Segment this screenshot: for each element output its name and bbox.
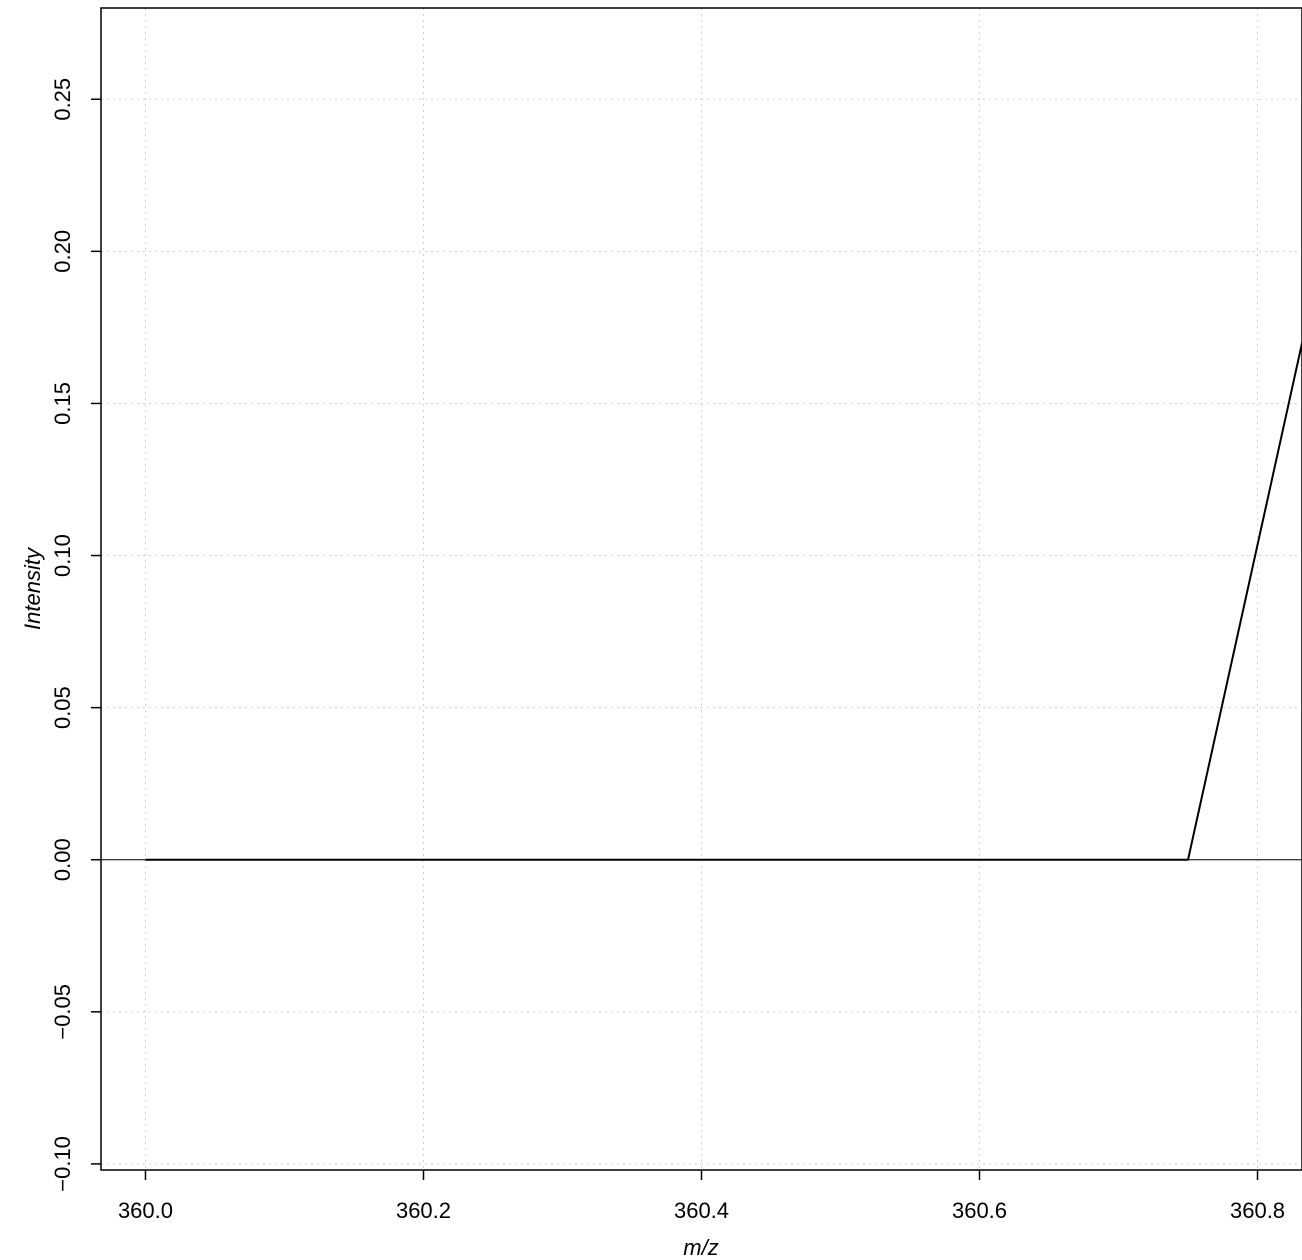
- y-tick-label: −0.10: [50, 1136, 75, 1192]
- x-tick-label: 360.0: [118, 1198, 173, 1223]
- x-axis: 360.0 360.2 360.4 360.6 360.8: [118, 1170, 1285, 1223]
- y-tick-label: 0.20: [50, 230, 75, 273]
- y-tick-label: 0.00: [50, 838, 75, 881]
- plot-area: [101, 338, 1302, 861]
- series-line: [145, 338, 1302, 861]
- x-tick-label: 360.2: [396, 1198, 451, 1223]
- x-tick-label: 360.6: [952, 1198, 1007, 1223]
- x-axis-title: m/z: [683, 1235, 718, 1260]
- x-tick-label: 360.4: [674, 1198, 729, 1223]
- y-axis-title: Intensity: [20, 546, 45, 630]
- y-tick-label: 0.05: [50, 686, 75, 729]
- y-axis: −0.10 −0.05 0.00 0.05 0.10 0.15 0.20 0.25: [50, 78, 101, 1192]
- y-tick-label: 0.10: [50, 534, 75, 577]
- x-tick-label: 360.8: [1230, 1198, 1285, 1223]
- y-tick-label: 0.15: [50, 382, 75, 425]
- grid: [101, 8, 1302, 1170]
- y-tick-label: −0.05: [50, 984, 75, 1040]
- y-tick-label: 0.25: [50, 78, 75, 121]
